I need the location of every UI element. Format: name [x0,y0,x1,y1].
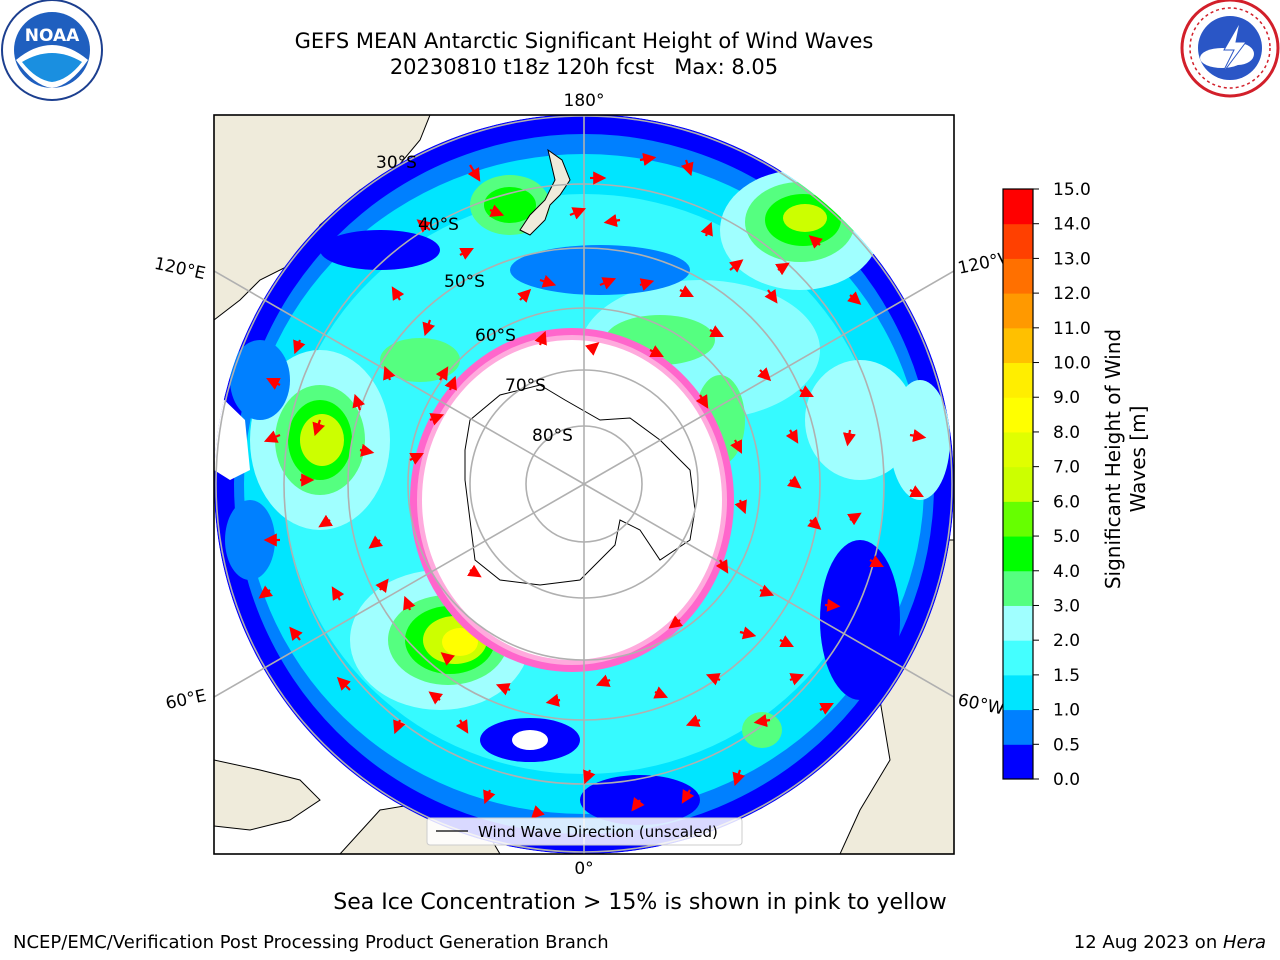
colorbar-outline [1002,188,1034,780]
chart-title: GEFS MEAN Antarctic Significant Height o… [294,29,874,53]
colorbar-tick-label: 0.5 [1053,735,1080,755]
svg-text:NOAA: NOAA [25,26,80,46]
svg-text:60°E: 60°E [164,686,208,714]
colorbar-tick-label: 2.0 [1053,631,1080,651]
colorbar-tick-label: 5.0 [1053,527,1080,547]
svg-text:60°W: 60°W [956,690,1006,719]
colorbar-tick-label: 7.0 [1053,458,1080,478]
colorbar-swatch [1003,744,1033,780]
sea-ice-caption: Sea Ice Concentration > 15% is shown in … [333,890,947,915]
noaa-logo-icon: NOAA [1,0,103,101]
colorbar-label: Significant Height of Wind Waves [m] [1101,328,1150,590]
colorbar-tick-label: 9.0 [1053,388,1080,408]
colorbar-swatch [1003,501,1033,537]
colorbar-swatch [1003,709,1033,745]
host-name: Hera [1222,932,1266,953]
colorbar-swatch [1003,466,1033,502]
svg-text:50°S: 50°S [444,272,485,292]
colorbar-tick-label: 0.0 [1053,770,1080,790]
colorbar-tick-label: 12.0 [1053,284,1091,304]
colorbar-tick-label: 11.0 [1053,319,1091,339]
run-date: 12 Aug 2023 on Hera [1073,932,1266,953]
colorbar-tick-label: 3.0 [1053,596,1080,616]
legend: Wind Wave Direction (unscaled) [426,817,743,846]
colorbar-swatch [1003,397,1033,433]
colorbar-swatch [1003,570,1033,606]
colorbar-tick-label: 1.0 [1053,701,1080,721]
svg-text:0°: 0° [574,859,593,879]
colorbar-tick-label: 13.0 [1053,249,1091,269]
colorbar-tick-label: 10.0 [1053,354,1091,374]
colorbar-tick-label: 4.0 [1053,562,1080,582]
antarctica-landmass [464,384,696,586]
latitude-labels: 30°S 40°S 50°S 60°S 70°S 80°S [376,153,573,446]
colorbar-tick-label: 1.5 [1053,666,1080,686]
nws-logo-icon [1180,0,1280,98]
new-zealand [519,148,571,236]
colorbar-tick-label: 15.0 [1053,180,1091,200]
colorbar-swatch [1003,258,1033,294]
colorbar-swatch [1003,189,1033,225]
svg-text:80°S: 80°S [532,426,573,446]
credit-line: NCEP/EMC/Verification Post Processing Pr… [13,932,609,953]
svg-text:70°S: 70°S [505,376,546,396]
colorbar-swatch [1003,362,1033,398]
wind-wave-arrows [258,152,927,820]
colorbar-swatch [1003,223,1033,259]
colorbar-swatch [1003,431,1033,468]
colorbar-swatch [1003,327,1033,364]
colorbar: 0.0 0.5 1.0 1.5 2.0 3.0 4.0 5.0 6.0 7.0 8.0 9.0 10.0… [1002,180,1091,790]
colorbar-swatch [1003,640,1033,676]
svg-text:40°S: 40°S [418,215,459,235]
colorbar-tick-label: 14.0 [1053,215,1091,235]
svg-text:60°S: 60°S [475,326,516,346]
svg-text:120°E: 120°E [152,254,207,284]
colorbar-swatch [1003,605,1033,641]
svg-text:30°S: 30°S [376,153,417,173]
legend-label: Wind Wave Direction (unscaled) [478,823,718,841]
colorbar-swatch [1003,293,1033,329]
chart-subtitle: 20230810 t18z 120h fcst Max: 8.05 [389,55,779,79]
svg-text:180°: 180° [564,91,605,111]
colorbar-tick-label: 8.0 [1053,423,1080,443]
colorbar-swatch [1003,674,1033,711]
colorbar-swatch [1003,536,1033,572]
colorbar-tick-label: 6.0 [1053,492,1080,512]
